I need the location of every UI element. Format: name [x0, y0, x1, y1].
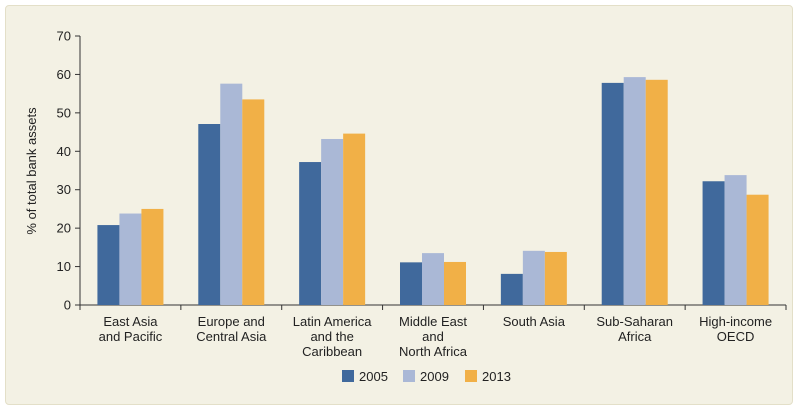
bar-2013 [141, 208, 164, 305]
y-tick-label: 50 [57, 105, 71, 120]
bar-2013 [746, 194, 769, 305]
legend-label-2009: 2009 [420, 369, 449, 384]
x-category-label: Europe and [198, 314, 265, 329]
x-category-label: and [422, 329, 444, 344]
y-tick-label: 40 [57, 144, 71, 159]
x-category-label: Africa [618, 329, 652, 344]
x-category-label: Middle East [399, 314, 467, 329]
legend-swatch-2009 [403, 370, 415, 382]
x-category-label: and Pacific [99, 329, 163, 344]
x-axis [79, 304, 787, 310]
bar-2009 [724, 175, 747, 305]
x-category-label: South Asia [503, 314, 566, 329]
x-category-label: North Africa [399, 344, 468, 359]
x-category-label: OECD [717, 329, 755, 344]
y-tick-label: 10 [57, 259, 71, 274]
bar-2013 [343, 133, 366, 305]
bar-2009 [522, 250, 545, 305]
legend: 2005 2009 2013 [342, 369, 511, 384]
x-category-label: East Asia [103, 314, 158, 329]
bar-2013 [544, 251, 567, 305]
x-category-label: Latin America [293, 314, 373, 329]
bar-2009 [321, 138, 344, 305]
y-tick-label: 20 [57, 221, 71, 236]
y-tick-label: 0 [64, 298, 71, 313]
x-category-label: High-income [699, 314, 772, 329]
bar-2005 [97, 225, 120, 305]
bar-2005 [198, 124, 221, 305]
bar-2005 [299, 162, 322, 305]
bar-2009 [119, 213, 142, 305]
legend-label-2013: 2013 [482, 369, 511, 384]
bar-2013 [645, 79, 668, 306]
y-tick-label: 30 [57, 182, 71, 197]
bar-2009 [422, 253, 444, 305]
x-category-label: Sub-Saharan [596, 314, 673, 329]
x-category-label: Central Asia [196, 329, 267, 344]
legend-label-2005: 2005 [359, 369, 388, 384]
bar-2005 [400, 262, 422, 305]
legend-swatch-2013 [465, 370, 477, 382]
bar-2005 [702, 181, 725, 305]
y-axis-label: % of total bank assets [24, 107, 39, 235]
bar-2009 [220, 83, 243, 305]
bar-2005 [601, 82, 624, 305]
legend-swatch-2005 [342, 370, 354, 382]
bar-2005 [500, 273, 523, 305]
y-tick-label: 70 [57, 29, 71, 44]
bar-2009 [623, 77, 646, 306]
bar-2013 [444, 261, 466, 305]
x-category-label: Caribbean [302, 344, 362, 359]
bar-2013 [242, 99, 265, 306]
y-axis: 0 10 20 30 40 50 60 70 [57, 29, 81, 313]
x-category-label: and the [310, 329, 353, 344]
y-tick-label: 60 [57, 67, 71, 82]
bars [97, 77, 769, 306]
